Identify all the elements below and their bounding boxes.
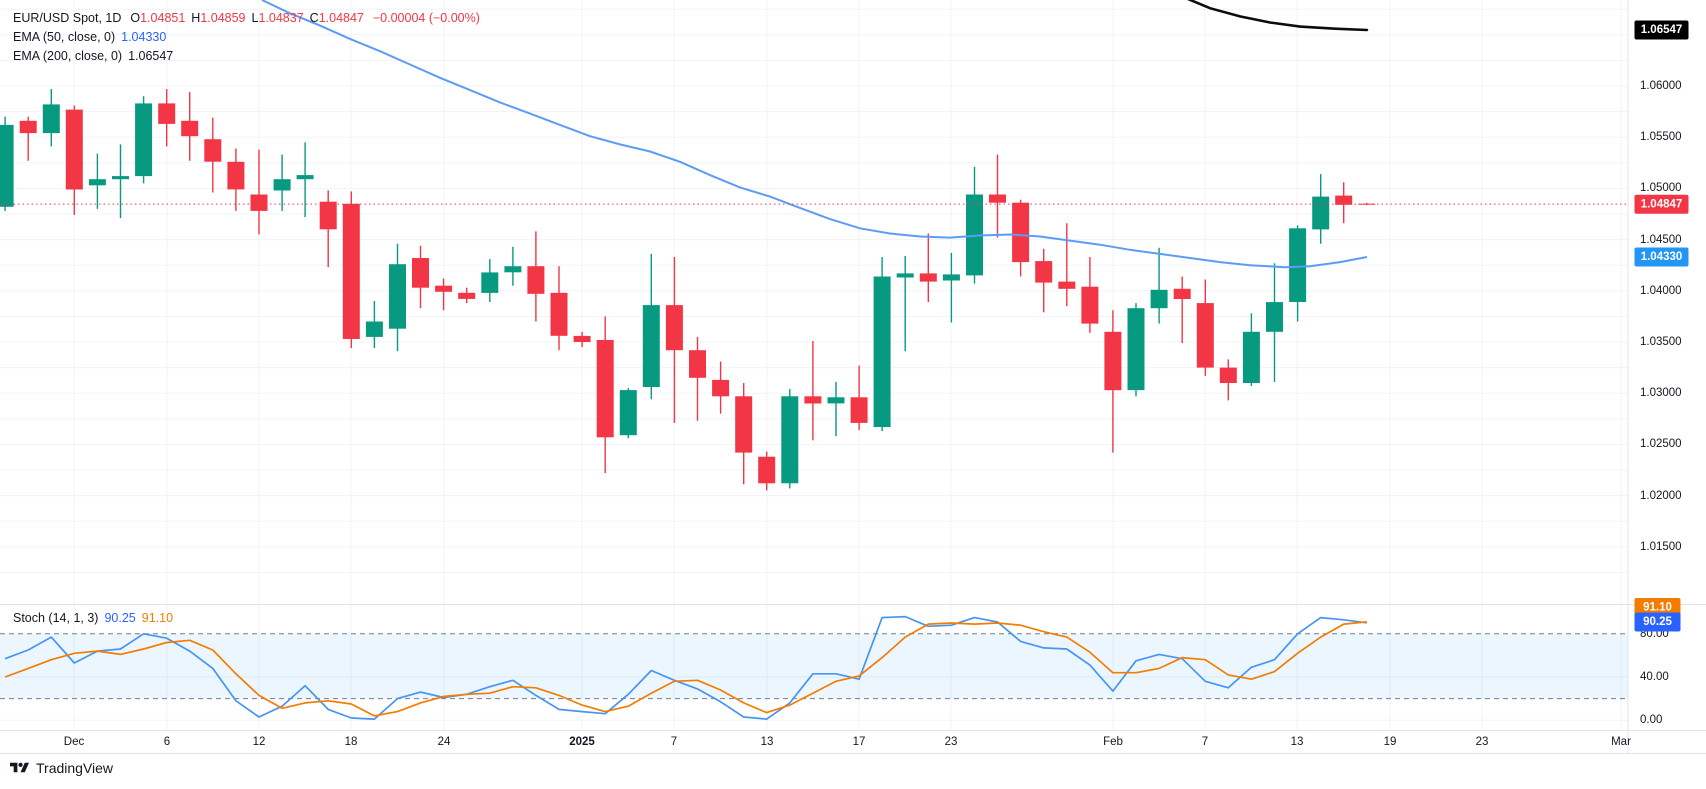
ema50-legend-row: EMA (50, close, 0) 1.04330 (13, 27, 480, 46)
svg-text:1.04500: 1.04500 (1640, 234, 1682, 246)
symbol-ohlc-row: EUR/USD Spot, 1D O1.04851 H1.04859 L1.04… (13, 8, 480, 27)
symbol-title[interactable]: EUR/USD Spot, 1D (13, 10, 122, 25)
ema200-legend-row: EMA (200, close, 0) 1.06547 (13, 46, 480, 65)
svg-text:23: 23 (945, 736, 958, 748)
symbol-legend: EUR/USD Spot, 1D O1.04851 H1.04859 L1.04… (13, 8, 480, 65)
svg-text:1.06547: 1.06547 (1641, 24, 1683, 36)
high-readout: H1.04859 (191, 10, 246, 25)
ema200-label[interactable]: EMA (200, close, 0) (13, 48, 123, 63)
candles-layer (0, 89, 1376, 491)
svg-text:7: 7 (1202, 736, 1208, 748)
svg-text:1.01500: 1.01500 (1640, 541, 1682, 553)
ema200-value: 1.06547 (128, 48, 174, 63)
tradingview-logo-icon (10, 760, 29, 776)
stoch-label[interactable]: Stoch (14, 1, 3) (13, 611, 99, 625)
low-readout: L1.04837 (251, 10, 304, 25)
grid-layer (0, 0, 1628, 731)
svg-text:23: 23 (1476, 736, 1489, 748)
svg-text:17: 17 (853, 736, 866, 748)
stoch-d-value: 91.10 (141, 611, 174, 625)
tradingview-brand-text: TradingView (36, 760, 114, 776)
svg-text:12: 12 (253, 736, 266, 748)
svg-text:Feb: Feb (1103, 736, 1123, 748)
svg-text:18: 18 (345, 736, 358, 748)
close-readout: C1.04847 (309, 10, 364, 25)
svg-text:1.05500: 1.05500 (1640, 131, 1682, 143)
svg-text:13: 13 (1291, 736, 1304, 748)
open-readout: O1.04851 (130, 10, 186, 25)
svg-text:2025: 2025 (569, 736, 595, 748)
svg-text:24: 24 (438, 736, 451, 748)
svg-text:1.04330: 1.04330 (1641, 251, 1683, 263)
svg-text:19: 19 (1384, 736, 1397, 748)
svg-text:0.00: 0.00 (1640, 714, 1662, 726)
time-axis[interactable] (0, 731, 1628, 753)
svg-text:1.02500: 1.02500 (1640, 438, 1682, 450)
svg-text:7: 7 (671, 736, 677, 748)
stoch-legend-row: Stoch (14, 1, 3) 90.25 91.10 (13, 611, 173, 625)
stoch-d-line (4, 621, 1367, 717)
price-badges: 1.06547 1.04847 1.04330 91.10 90.25 (1634, 20, 1689, 632)
svg-text:6: 6 (164, 736, 170, 748)
svg-text:91.10: 91.10 (1643, 602, 1672, 614)
svg-text:1.06000: 1.06000 (1640, 80, 1682, 92)
price-axis-labels: 1.06000 1.05500 1.05000 1.04500 1.04000 1.035… (1640, 80, 1682, 726)
ema200-line (1187, 0, 1369, 32)
ema50-line (261, 0, 1368, 269)
change-readout: −0.00004 (−0.00%) (372, 10, 480, 25)
svg-text:1.04000: 1.04000 (1640, 285, 1682, 297)
tradingview-watermark[interactable]: TradingView (10, 760, 113, 776)
price-axis[interactable] (1628, 0, 1706, 753)
svg-text:1.05000: 1.05000 (1640, 182, 1682, 194)
stoch-k-value: 90.25 (104, 611, 136, 625)
stoch-band (0, 633, 1628, 699)
svg-text:13: 13 (761, 736, 774, 748)
svg-text:1.02000: 1.02000 (1640, 490, 1682, 502)
svg-text:1.03000: 1.03000 (1640, 387, 1682, 399)
svg-text:Dec: Dec (64, 736, 85, 748)
svg-text:90.25: 90.25 (1643, 616, 1672, 628)
ema50-value: 1.04330 (121, 29, 167, 44)
pane-borders (0, 0, 1706, 754)
svg-text:40.00: 40.00 (1640, 671, 1669, 683)
ema50-label[interactable]: EMA (50, close, 0) (13, 29, 116, 44)
svg-text:1.04847: 1.04847 (1641, 198, 1683, 210)
svg-text:Mar: Mar (1611, 736, 1631, 748)
svg-text:1.03500: 1.03500 (1640, 336, 1682, 348)
stoch-k-line (4, 615, 1367, 720)
time-axis-labels: Dec 6 12 18 24 2025 7 13 17 23 Feb 7 13 19 23 Mar (64, 736, 1631, 748)
